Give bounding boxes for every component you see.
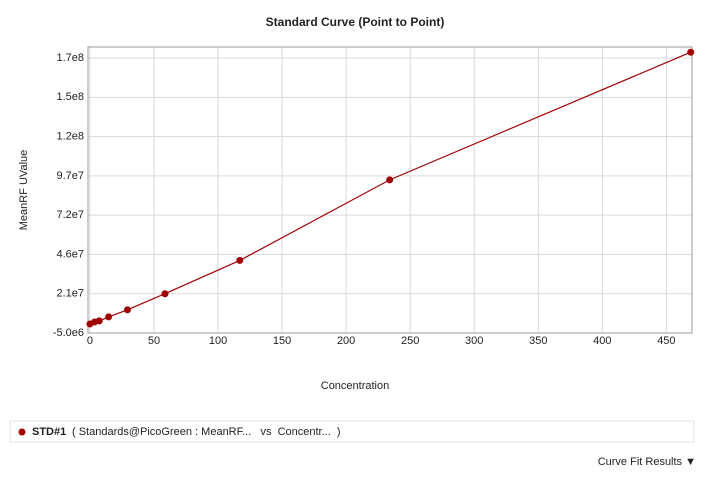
x-tick-label: 350 [529, 335, 547, 347]
x-tick-label: 200 [337, 335, 355, 347]
curve-fit-results[interactable]: Curve Fit Results ▼ [598, 456, 696, 468]
legend-label: STD#1 [32, 426, 66, 438]
data-point [386, 176, 394, 184]
y-tick-label: 7.2e7 [56, 209, 84, 221]
data-point [95, 317, 103, 325]
data-point [161, 290, 169, 298]
data-point [687, 48, 695, 56]
x-tick-label: 300 [465, 335, 483, 347]
data-point [123, 306, 131, 314]
y-tick-label: -5.0e6 [53, 327, 84, 339]
x-tick-label: 100 [209, 335, 227, 347]
x-tick-label: 250 [401, 335, 419, 347]
series-line [89, 51, 691, 325]
y-tick-label: 1.2e8 [56, 131, 84, 143]
x-tick-label: 50 [148, 335, 160, 347]
y-tick-label: 2.1e7 [56, 288, 84, 300]
data-point [105, 313, 113, 321]
y-tick-label: 9.7e7 [56, 170, 84, 182]
chart-title: Standard Curve (Point to Point) [266, 15, 445, 29]
y-axis-label: MeanRF UValue [18, 150, 30, 231]
data-point [236, 256, 244, 264]
x-tick-label: 450 [657, 335, 675, 347]
x-tick-label: 400 [593, 335, 611, 347]
x-axis-label: Concentration [321, 380, 390, 392]
x-tick-label: 150 [273, 335, 291, 347]
x-tick-label: 0 [87, 335, 93, 347]
y-tick-label: 1.7e8 [56, 52, 84, 64]
legend-box [9, 420, 695, 443]
legend-marker [18, 428, 26, 436]
legend-description: ( Standards@PicoGreen : MeanRF... vs Con… [72, 426, 341, 438]
y-tick-label: 1.5e8 [56, 91, 84, 103]
plot-frame [87, 46, 693, 334]
y-tick-label: 4.6e7 [56, 248, 84, 260]
